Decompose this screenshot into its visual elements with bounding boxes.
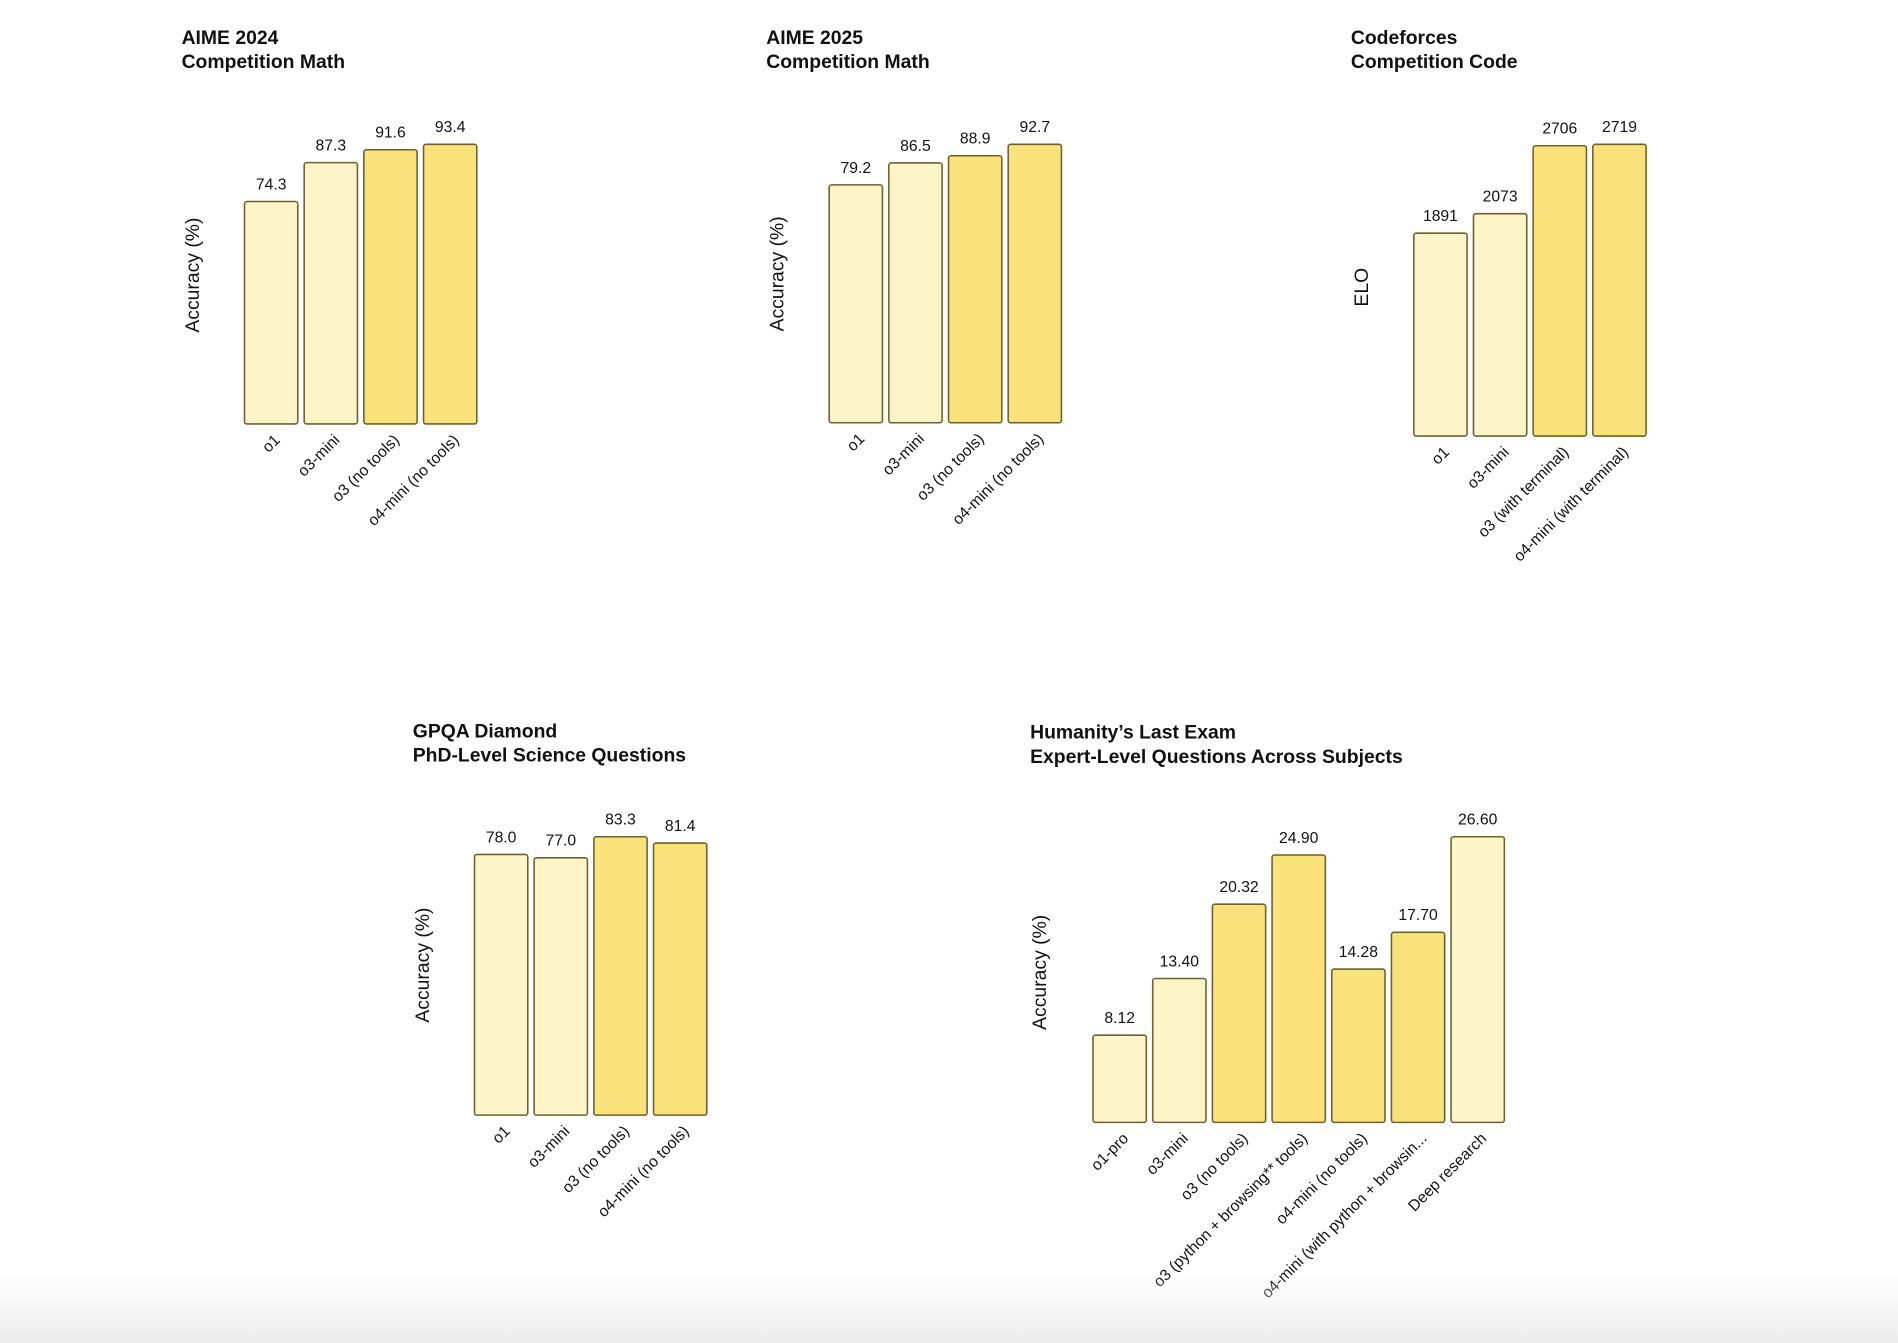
data-label: 83.3 [605, 812, 636, 829]
data-label: 81.4 [665, 818, 696, 835]
y-axis-label: Accuracy (%) [182, 218, 204, 333]
x-tick-label: o1 [1429, 444, 1453, 468]
bar [1151, 977, 1207, 1124]
chart-title: GPQA Diamond [413, 720, 557, 742]
chart-subtitle: Competition Math [766, 51, 929, 73]
bar [1390, 931, 1446, 1124]
bar [473, 853, 529, 1116]
bar [1450, 835, 1506, 1124]
data-label: 26.60 [1458, 812, 1498, 829]
x-tick-label: o1 [489, 1123, 513, 1147]
bar [1413, 232, 1468, 437]
chart-subtitle: Competition Math [182, 51, 345, 73]
data-label: 87.3 [316, 138, 347, 155]
chart-title: AIME 2024 [182, 27, 279, 49]
bar [1007, 143, 1063, 424]
data-label: 91.6 [375, 125, 406, 142]
bar [1472, 212, 1528, 437]
bar [888, 162, 943, 424]
chart-subtitle: PhD-Level Science Questions [413, 745, 686, 767]
data-label: 93.4 [435, 119, 466, 136]
data-label: 8.12 [1104, 1010, 1135, 1027]
bar [1211, 903, 1267, 1124]
x-tick-label: o1-pro [1088, 1130, 1132, 1174]
data-label: 86.5 [900, 138, 931, 155]
x-tick-label: o3-mini [525, 1123, 573, 1171]
bar [593, 835, 648, 1116]
bar [828, 184, 884, 424]
y-axis-label: Accuracy (%) [1029, 915, 1051, 1030]
x-tick-label: o3-mini [1464, 444, 1512, 492]
chart-title: Codeforces [1351, 27, 1458, 49]
bar [422, 143, 478, 425]
bar [243, 200, 299, 425]
data-label: 14.28 [1339, 944, 1379, 961]
x-tick-label: o3-mini [295, 432, 343, 480]
x-tick-label: o3-mini [880, 431, 928, 479]
y-axis-label: Accuracy (%) [766, 216, 788, 331]
y-axis-label: Accuracy (%) [412, 907, 434, 1022]
bar [947, 154, 1003, 424]
bottom-shade [0, 1273, 1898, 1343]
chart-title: AIME 2025 [766, 27, 863, 49]
chart-subtitle: Expert-Level Questions Across Subjects [1030, 746, 1403, 768]
bar [1330, 968, 1386, 1124]
chart-3: GPQA Diamond PhD-Level Science Questions A… [412, 720, 708, 1221]
data-label: 2719 [1602, 119, 1637, 136]
data-label: 24.90 [1279, 830, 1319, 847]
data-label: 2706 [1542, 121, 1577, 138]
x-tick-label: o1 [259, 432, 283, 456]
bar [363, 148, 418, 425]
bar [533, 856, 589, 1116]
data-label: 13.40 [1160, 953, 1200, 970]
data-label: 78.0 [486, 829, 517, 846]
data-label: 77.0 [546, 833, 577, 850]
x-tick-label: o3-mini [1143, 1130, 1191, 1178]
y-axis-label: ELO [1351, 268, 1373, 307]
chart-title: Humanity’s Last Exam [1030, 722, 1236, 744]
x-tick-label: o1 [844, 431, 868, 455]
bar [1592, 143, 1647, 437]
x-tick-label: o4-mini (with terminal) [1511, 444, 1632, 565]
data-label: 17.70 [1398, 907, 1438, 924]
bar [652, 842, 708, 1116]
bar [303, 161, 359, 425]
data-label: 2073 [1483, 189, 1518, 206]
data-label: 1891 [1423, 208, 1458, 225]
data-label: 88.9 [960, 131, 991, 148]
bar [1532, 144, 1588, 437]
data-label: 74.3 [256, 176, 287, 193]
data-label: 92.7 [1020, 119, 1051, 136]
data-label: 79.2 [840, 160, 871, 177]
chart-subtitle: Competition Code [1351, 51, 1518, 73]
bar [1092, 1034, 1148, 1124]
bar [1271, 854, 1327, 1124]
data-label: 20.32 [1219, 879, 1258, 896]
